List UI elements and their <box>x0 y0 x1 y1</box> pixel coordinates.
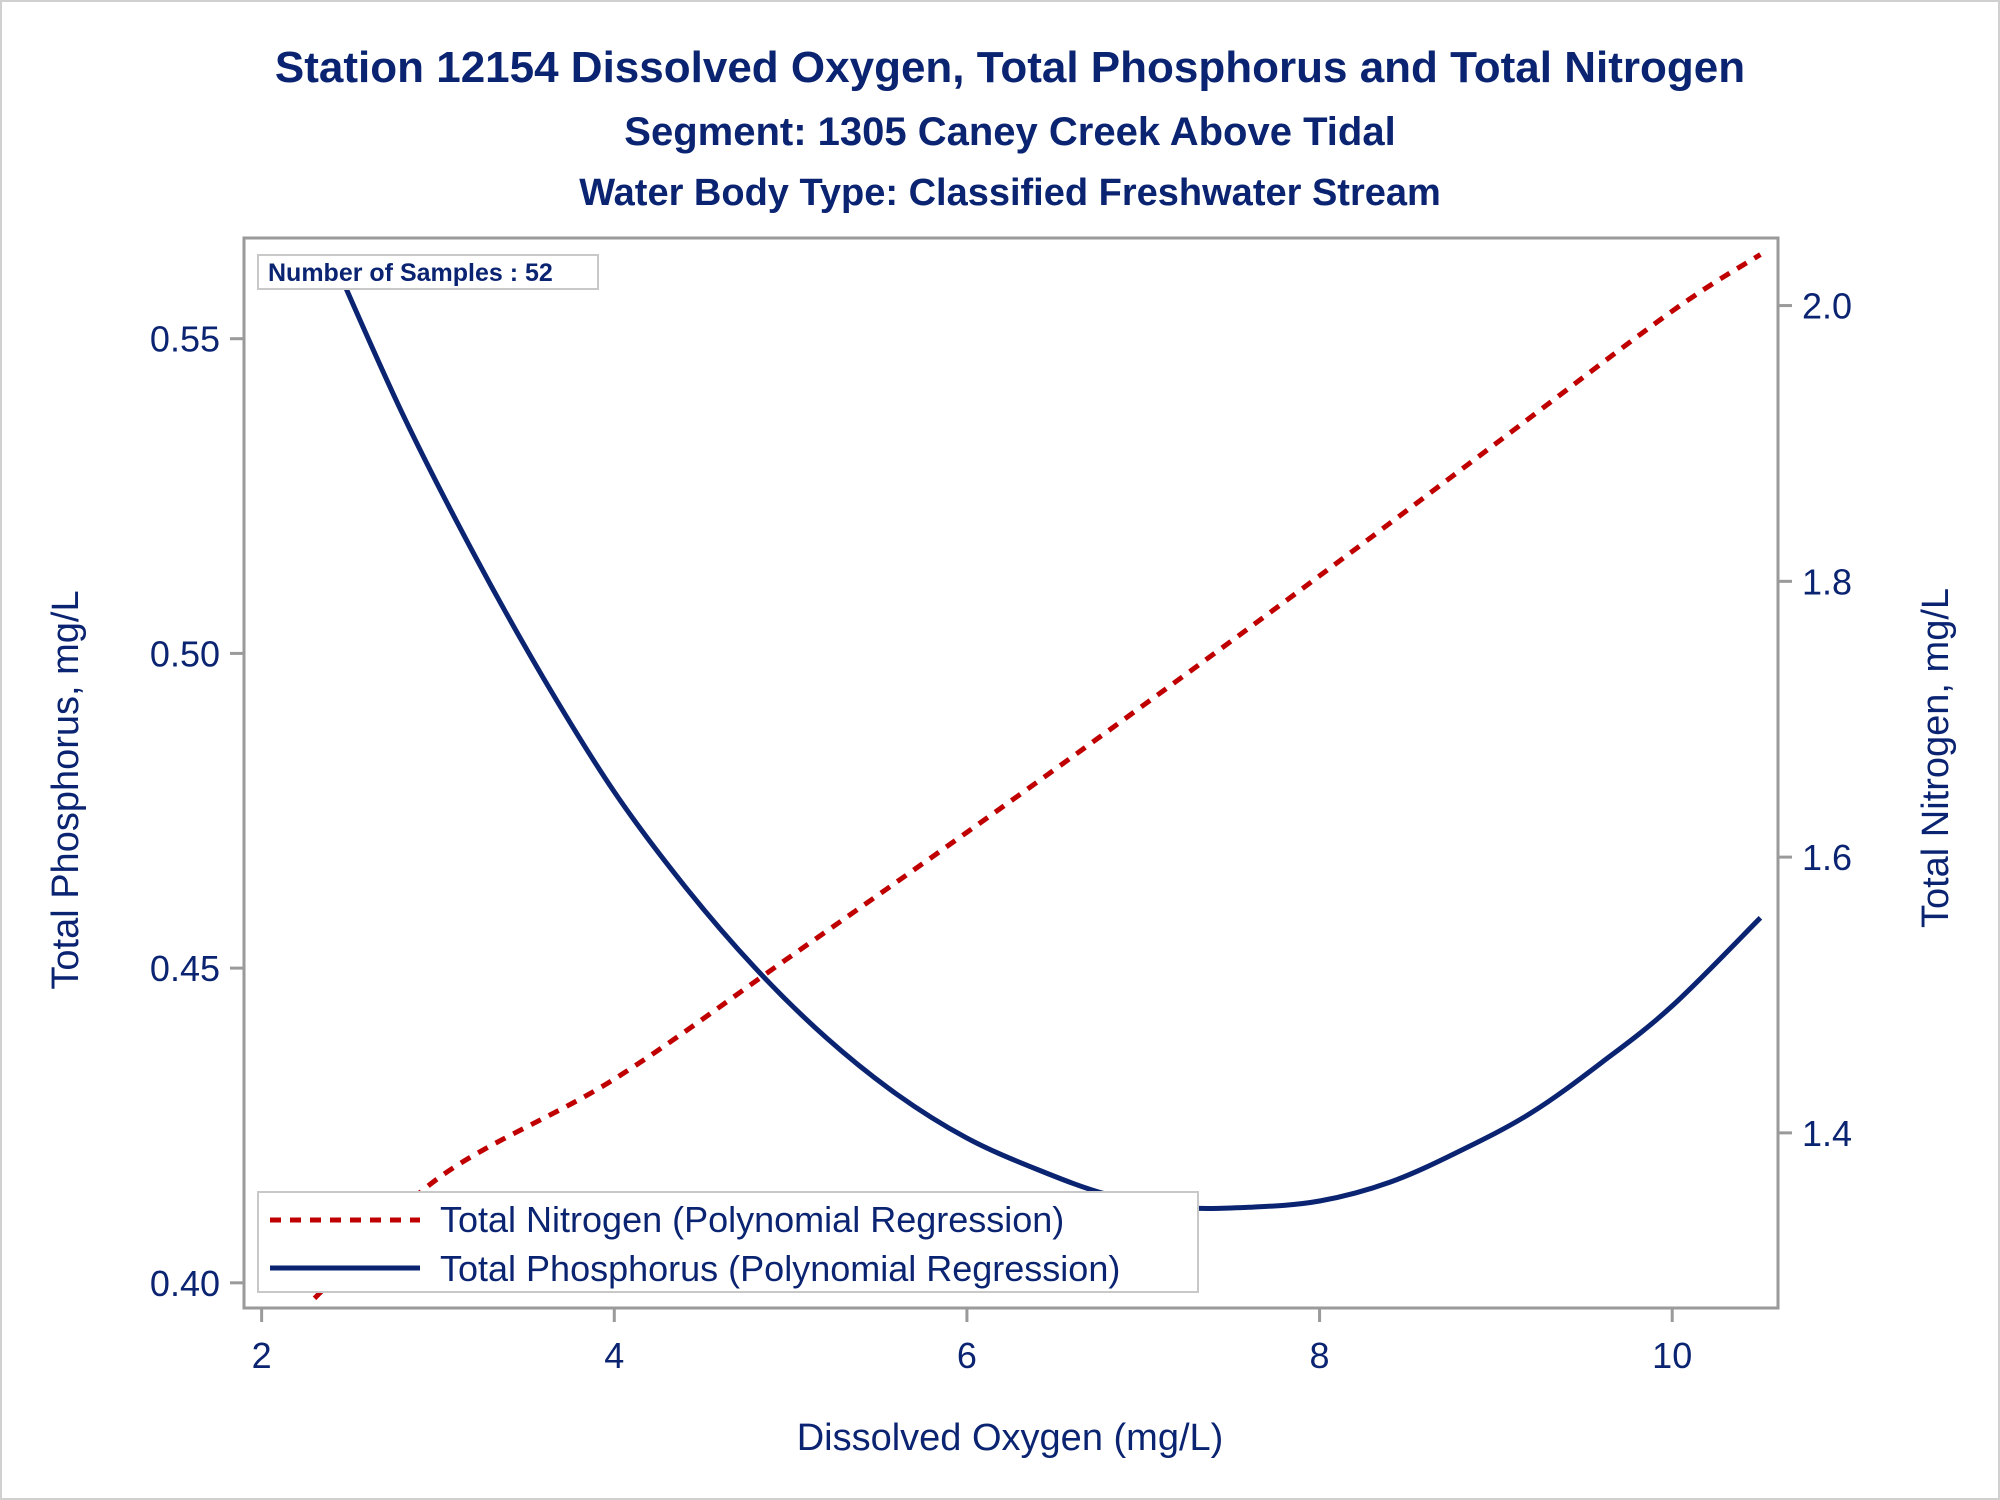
chart-subtitle-2: Water Body Type: Classified Freshwater S… <box>579 172 1441 214</box>
x-tick-label: 10 <box>1652 1335 1692 1376</box>
sample-count-label: Number of Samples : 52 <box>268 259 553 287</box>
series-line-nitrogen <box>312 252 1762 1301</box>
y2-tick-label: 1.4 <box>1802 1113 1852 1154</box>
x-axis-label: Dissolved Oxygen (mg/L) <box>797 1417 1224 1459</box>
y-axis-label: Total Phosphorus, mg/L <box>45 590 87 989</box>
series-line-phosphorus <box>329 255 1763 1211</box>
chart-title: Station 12154 Dissolved Oxygen, Total Ph… <box>275 43 1745 92</box>
y-tick-label: 0.40 <box>150 1263 220 1304</box>
y2-axis-ticks: 1.4 1.6 1.8 2.0 <box>1778 286 1852 1154</box>
x-tick-label: 8 <box>1310 1335 1330 1376</box>
plot-area <box>242 236 1780 1310</box>
y2-tick-label: 1.6 <box>1802 837 1852 878</box>
chart-subtitle: Segment: 1305 Caney Creek Above Tidal <box>624 110 1395 154</box>
legend-label-phosphorus: Total Phosphorus (Polynomial Regression) <box>440 1248 1120 1289</box>
x-tick-label: 4 <box>604 1335 624 1376</box>
y2-tick-label: 2.0 <box>1802 286 1852 327</box>
x-tick-label: 2 <box>252 1335 272 1376</box>
x-axis-ticks: 2 4 6 8 10 <box>252 1308 1692 1376</box>
series-lines <box>312 252 1763 1301</box>
sample-count-box: Number of Samples : 52 <box>257 254 599 290</box>
y-axis-ticks: 0.40 0.45 0.50 0.55 <box>150 319 244 1304</box>
y2-axis-label: Total Nitrogen, mg/L <box>1915 588 1957 928</box>
y-tick-label: 0.50 <box>150 633 220 674</box>
y-tick-label: 0.55 <box>150 319 220 360</box>
legend-label-nitrogen: Total Nitrogen (Polynomial Regression) <box>440 1199 1064 1240</box>
legend: Total Nitrogen (Polynomial Regression) T… <box>257 1191 1199 1293</box>
x-tick-label: 6 <box>957 1335 977 1376</box>
y-tick-label: 0.45 <box>150 948 220 989</box>
y2-tick-label: 1.8 <box>1802 561 1852 602</box>
